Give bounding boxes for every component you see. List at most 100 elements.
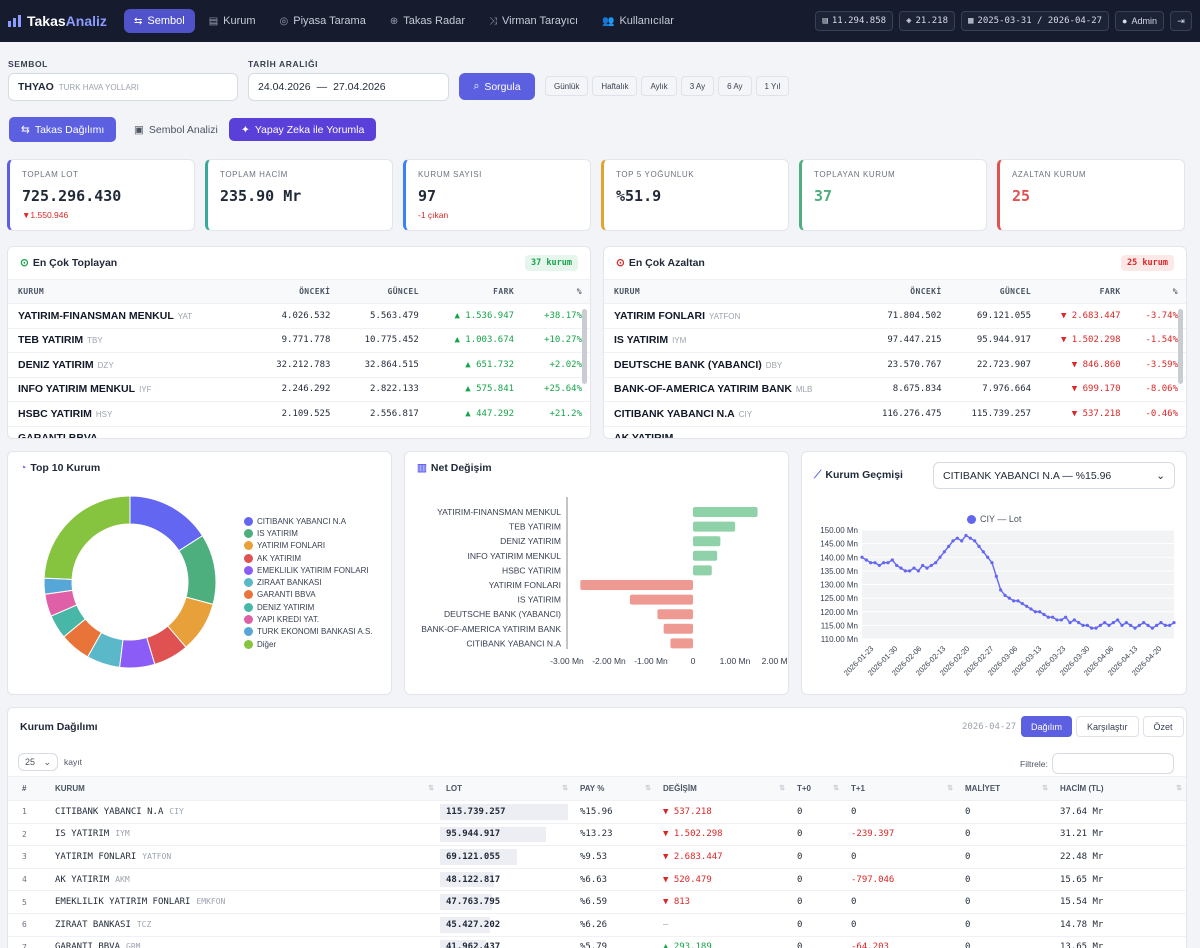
period-button[interactable]: 3 Ay [680, 76, 715, 96]
column-header[interactable]: LOT ⇅ [440, 776, 574, 801]
data-point[interactable] [1129, 623, 1133, 627]
view-button[interactable]: Özet [1142, 716, 1184, 737]
table-row[interactable]: HSBC YATIRIM HSY 2.109.525 2.556.817 ▲ 447.2… [8, 401, 590, 427]
page-size-select[interactable]: 25 ⌄ [18, 753, 58, 771]
data-point[interactable] [1064, 615, 1068, 619]
net-bar[interactable] [670, 638, 693, 649]
data-point[interactable] [947, 544, 951, 548]
net-bar[interactable] [693, 521, 736, 532]
data-point[interactable] [895, 563, 899, 568]
data-point[interactable] [1055, 618, 1059, 622]
column-header[interactable]: GÜNCEL [949, 279, 1040, 304]
data-point[interactable] [886, 561, 890, 565]
data-point[interactable] [934, 561, 938, 565]
data-point[interactable] [1016, 599, 1020, 603]
nav-piyasa-tarama[interactable]: ◎ Piyasa Tarama [270, 9, 376, 33]
view-button[interactable]: Karşılaştır [1076, 716, 1139, 737]
data-point[interactable] [908, 569, 912, 573]
data-point[interactable] [1116, 618, 1120, 622]
column-header[interactable]: FARK [426, 279, 523, 304]
data-point[interactable] [925, 566, 929, 570]
table-row[interactable]: 7 GARANTI BBVA GRM 41.962.437 %5.79 ▲ 293.189… [8, 936, 1186, 948]
data-point[interactable] [1029, 607, 1033, 611]
data-point[interactable] [968, 536, 972, 540]
net-bar[interactable] [580, 580, 693, 590]
table-row[interactable]: 6 ZIRAAT BANKASI TCZ 45.427.202 %6.26—0 0 0 14.… [8, 913, 1186, 937]
data-point[interactable] [938, 555, 942, 559]
column-header[interactable]: % [1128, 279, 1186, 304]
losers-scrollbar[interactable] [1178, 309, 1183, 384]
column-header[interactable]: FARK [1039, 279, 1129, 304]
data-point[interactable] [1068, 621, 1072, 625]
data-point[interactable] [942, 550, 946, 554]
column-header[interactable]: KURUM [8, 279, 250, 304]
column-header[interactable]: DEĞİŞİM ⇅ [657, 776, 791, 801]
period-button[interactable]: 1 Yıl [755, 76, 790, 96]
tab-takas-dagilimi[interactable]: ⇆ Takas Dağılımı [9, 117, 117, 142]
net-bar[interactable] [693, 565, 712, 576]
data-point[interactable] [1042, 612, 1046, 617]
legend-item[interactable]: Diğer [244, 638, 373, 650]
table-row[interactable]: 2 IS YATIRIM IYM 95.944.917 %13.23 ▼ 1.502.29… [8, 823, 1186, 847]
ai-interpret-button[interactable]: ✦ Yapay Zeka ile Yorumla [229, 118, 377, 141]
data-point[interactable] [903, 569, 907, 573]
table-row[interactable]: 4 AK YATIRIM AKM 48.122.817 %6.63 ▼ 520.479 0-… [8, 868, 1186, 892]
table-row[interactable]: AK YATIRIM [604, 426, 1186, 438]
data-point[interactable] [977, 544, 981, 548]
data-point[interactable] [860, 555, 864, 559]
table-row[interactable]: 3 YATIRIM FONLARI YATFON 69.121.055 %9.53 ▼ 2… [8, 845, 1186, 869]
nav-kurum[interactable]: ▤ Kurum [199, 9, 266, 33]
filter-input[interactable] [1051, 753, 1174, 774]
table-row[interactable]: 5 EMEKLILIK YATIRIM FONLARI EMKFON 47.763.7… [8, 890, 1186, 914]
column-header[interactable]: # [8, 776, 49, 801]
data-point[interactable] [1046, 615, 1050, 619]
user-menu[interactable]: ● Admin [1115, 11, 1164, 31]
legend-item[interactable]: GARANTI BBVA [244, 589, 373, 601]
data-point[interactable] [1124, 621, 1128, 625]
table-row[interactable]: CITIBANK YABANCI N.A CIY 116.276.475 115.73… [604, 401, 1186, 427]
net-bar[interactable] [693, 507, 758, 517]
legend-item[interactable]: YATIRIM FONLARI [244, 540, 373, 552]
data-point[interactable] [1003, 593, 1007, 597]
table-row[interactable]: DENIZ YATIRIM DZY 32.212.783 32.864.515 ▲ 65… [8, 352, 590, 378]
net-bar[interactable] [693, 536, 721, 547]
table-row[interactable]: TEB YATIRIM TBY 9.771.778 10.775.452 ▲ 1.003… [8, 328, 590, 353]
data-point[interactable] [955, 536, 959, 540]
data-point[interactable] [1150, 626, 1154, 630]
data-point[interactable] [921, 563, 925, 568]
data-point[interactable] [994, 574, 998, 578]
data-point[interactable] [1007, 596, 1011, 600]
data-point[interactable] [986, 555, 990, 559]
legend-item[interactable]: CITIBANK YABANCI N.A [244, 515, 373, 527]
table-row[interactable]: YATIRIM-FINANSMAN MENKUL YAT 4.026.532 5.56… [8, 303, 590, 329]
net-bar[interactable] [663, 623, 693, 634]
net-bar[interactable] [657, 609, 693, 620]
broker-select[interactable]: CITIBANK YABANCI N.A — %15.96 ⌄ [933, 462, 1175, 489]
data-point[interactable] [1072, 618, 1076, 622]
net-bar[interactable] [629, 594, 693, 605]
data-point[interactable] [990, 561, 994, 565]
legend-item[interactable]: DENIZ YATIRIM [244, 601, 373, 613]
date-range-input[interactable]: 24.04.2026 — 27.04.2026 [248, 73, 449, 101]
donut-slice[interactable] [43, 495, 131, 580]
data-point[interactable] [981, 550, 985, 554]
nav-sembol[interactable]: ⇆ Sembol [124, 9, 195, 33]
data-point[interactable] [869, 561, 873, 565]
view-button[interactable]: Dağılım [1021, 716, 1073, 737]
data-point[interactable] [1033, 610, 1037, 614]
table-row[interactable]: INFO YATIRIM MENKUL IYF 2.246.292 2.822.133… [8, 377, 590, 402]
query-button[interactable]: ⌕ Sorgula [459, 73, 535, 100]
symbol-input[interactable]: THYAO TURK HAVA YOLLARI [8, 73, 238, 101]
nav-kullan-c-lar[interactable]: 👥 Kullanıcılar [592, 9, 684, 33]
data-point[interactable] [1172, 621, 1176, 625]
column-header[interactable]: GÜNCEL [338, 279, 427, 304]
table-row[interactable]: BANK-OF-AMERICA YATIRIM BANK MLB 8.675.834… [604, 377, 1186, 402]
data-point[interactable] [1168, 623, 1172, 627]
data-point[interactable] [1163, 623, 1167, 627]
column-header[interactable]: KURUM ⇅ [49, 776, 440, 801]
data-point[interactable] [890, 558, 894, 562]
nav-virman-taray-c-[interactable]: ⤨ Virman Tarayıcı [479, 9, 588, 33]
data-point[interactable] [964, 533, 968, 538]
net-bar[interactable] [693, 550, 718, 561]
data-point[interactable] [1020, 601, 1024, 606]
